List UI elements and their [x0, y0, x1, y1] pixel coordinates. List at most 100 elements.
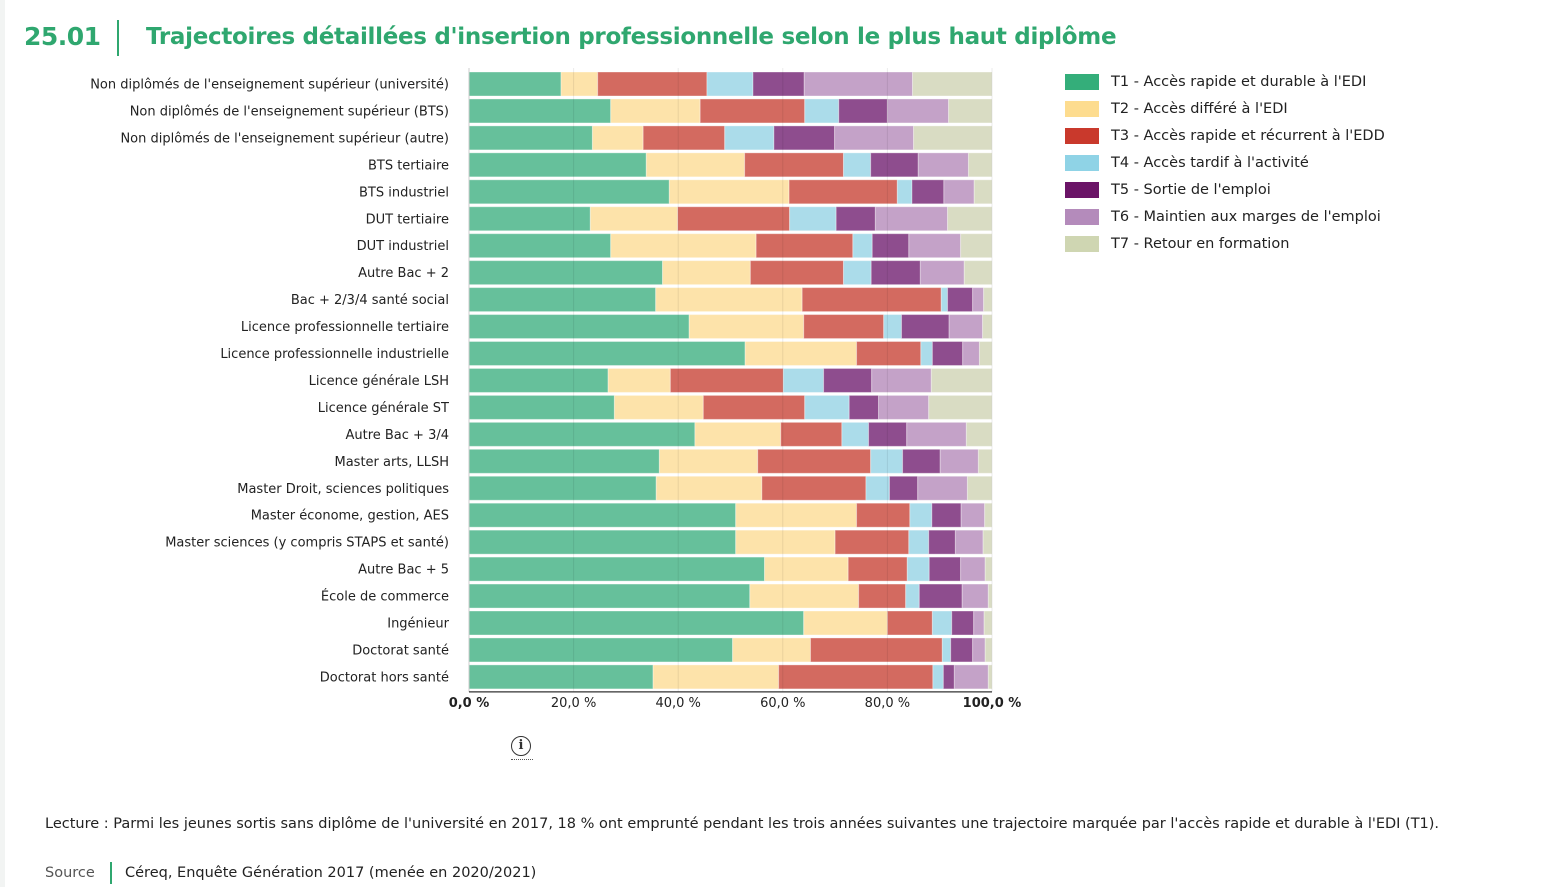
bar-segment-t5[interactable]	[947, 287, 974, 313]
bar-segment-t3[interactable]	[778, 664, 934, 690]
bar-segment-t1[interactable]	[468, 367, 609, 393]
bar-segment-t3[interactable]	[749, 260, 844, 286]
bar-segment-t7[interactable]	[960, 233, 993, 259]
bar-segment-t7[interactable]	[983, 610, 993, 636]
bar-segment-t3[interactable]	[886, 610, 933, 636]
bar-segment-t6[interactable]	[962, 341, 980, 366]
bar-segment-t6[interactable]	[960, 502, 986, 528]
bar-segment-t1[interactable]	[468, 287, 657, 313]
legend-item-t5[interactable]: T5 - Sortie de l'emploi	[1065, 176, 1385, 203]
bar-segment-t6[interactable]	[953, 664, 989, 690]
bar-segment-t7[interactable]	[965, 421, 993, 447]
bar-segment-t5[interactable]	[773, 125, 836, 151]
bar-segment-t7[interactable]	[983, 287, 993, 313]
bar-segment-t7[interactable]	[982, 529, 993, 555]
bar-segment-t4[interactable]	[842, 152, 872, 178]
bar-segment-t6[interactable]	[973, 610, 985, 636]
bar-segment-t3[interactable]	[669, 367, 784, 393]
bar-segment-t5[interactable]	[931, 341, 964, 366]
bar-segment-t1[interactable]	[468, 341, 746, 366]
bar-segment-t5[interactable]	[942, 664, 955, 690]
bar-segment-t3[interactable]	[810, 637, 943, 663]
bar-segment-t3[interactable]	[761, 475, 867, 501]
bar-segment-t2[interactable]	[658, 448, 759, 474]
bar-segment-t4[interactable]	[842, 260, 872, 286]
bar-segment-t2[interactable]	[694, 421, 782, 447]
bar-segment-t3[interactable]	[803, 314, 885, 340]
bar-segment-t4[interactable]	[841, 421, 870, 447]
bar-segment-t2[interactable]	[610, 233, 757, 259]
bar-segment-t1[interactable]	[468, 448, 660, 474]
bar-segment-t2[interactable]	[655, 287, 803, 313]
bar-segment-t6[interactable]	[954, 529, 984, 555]
bar-segment-t7[interactable]	[928, 394, 993, 420]
bar-segment-t4[interactable]	[789, 206, 837, 232]
bar-segment-t5[interactable]	[838, 98, 888, 124]
bar-segment-t2[interactable]	[560, 71, 599, 97]
bar-segment-t6[interactable]	[960, 556, 986, 582]
bar-segment-t4[interactable]	[724, 125, 775, 151]
bar-segment-t4[interactable]	[940, 287, 949, 313]
bar-segment-t7[interactable]	[912, 71, 993, 97]
bar-segment-t6[interactable]	[972, 637, 986, 663]
bar-segment-t2[interactable]	[803, 610, 888, 636]
bar-segment-t2[interactable]	[645, 152, 746, 178]
bar-segment-t1[interactable]	[468, 664, 654, 690]
bar-segment-t1[interactable]	[468, 98, 612, 124]
legend-item-t4[interactable]: T4 - Accès tardif à l'activité	[1065, 149, 1385, 176]
bar-segment-t3[interactable]	[677, 206, 791, 232]
bar-segment-t3[interactable]	[744, 152, 844, 178]
bar-segment-t1[interactable]	[468, 179, 670, 205]
bar-segment-t3[interactable]	[597, 71, 708, 97]
bar-segment-t6[interactable]	[906, 421, 967, 447]
bar-segment-t2[interactable]	[613, 394, 704, 420]
bar-segment-t1[interactable]	[468, 421, 696, 447]
bar-segment-t7[interactable]	[966, 475, 993, 501]
bar-segment-t3[interactable]	[642, 125, 726, 151]
bar-segment-t5[interactable]	[870, 260, 921, 286]
bar-segment-t2[interactable]	[688, 314, 805, 340]
bar-segment-t4[interactable]	[865, 475, 890, 501]
bar-segment-t7[interactable]	[947, 206, 993, 232]
bar-segment-t2[interactable]	[655, 475, 763, 501]
bar-segment-t2[interactable]	[735, 502, 858, 528]
bar-segment-t5[interactable]	[835, 206, 876, 232]
bar-segment-t2[interactable]	[732, 637, 812, 663]
bar-segment-t3[interactable]	[834, 529, 910, 555]
bar-segment-t5[interactable]	[823, 367, 873, 393]
bar-segment-t3[interactable]	[847, 556, 908, 582]
bar-segment-t1[interactable]	[468, 475, 657, 501]
bar-segment-t2[interactable]	[662, 260, 751, 286]
info-circle-icon[interactable]: i	[511, 736, 531, 756]
bar-segment-t4[interactable]	[804, 394, 850, 420]
bar-segment-t6[interactable]	[878, 394, 930, 420]
bar-segment-t4[interactable]	[909, 502, 933, 528]
bar-segment-t7[interactable]	[967, 152, 993, 178]
bar-segment-t7[interactable]	[987, 664, 993, 690]
bar-segment-t7[interactable]	[930, 367, 993, 393]
bar-segment-t2[interactable]	[589, 206, 679, 232]
bar-segment-t4[interactable]	[896, 179, 913, 205]
bar-segment-t5[interactable]	[752, 71, 805, 97]
bar-segment-t3[interactable]	[757, 448, 872, 474]
bar-segment-t5[interactable]	[870, 152, 919, 178]
bar-segment-t5[interactable]	[928, 556, 962, 582]
bar-segment-t5[interactable]	[888, 475, 919, 501]
bar-segment-t5[interactable]	[950, 637, 974, 663]
bar-segment-t3[interactable]	[780, 421, 843, 447]
legend-item-t2[interactable]: T2 - Accès différé à l'EDI	[1065, 95, 1385, 122]
bar-segment-t6[interactable]	[908, 233, 962, 259]
bar-segment-t2[interactable]	[591, 125, 644, 151]
bar-segment-t5[interactable]	[951, 610, 975, 636]
bar-segment-t6[interactable]	[943, 179, 975, 205]
bar-segment-t1[interactable]	[468, 394, 615, 420]
bar-segment-t6[interactable]	[834, 125, 915, 151]
bar-segment-t1[interactable]	[468, 152, 647, 178]
bar-segment-t1[interactable]	[468, 637, 734, 663]
bar-segment-t4[interactable]	[908, 529, 930, 555]
bar-segment-t4[interactable]	[941, 637, 952, 663]
bar-segment-t4[interactable]	[706, 71, 754, 97]
bar-segment-t5[interactable]	[902, 448, 941, 474]
bar-segment-t6[interactable]	[972, 287, 985, 313]
bar-segment-t2[interactable]	[744, 341, 858, 366]
